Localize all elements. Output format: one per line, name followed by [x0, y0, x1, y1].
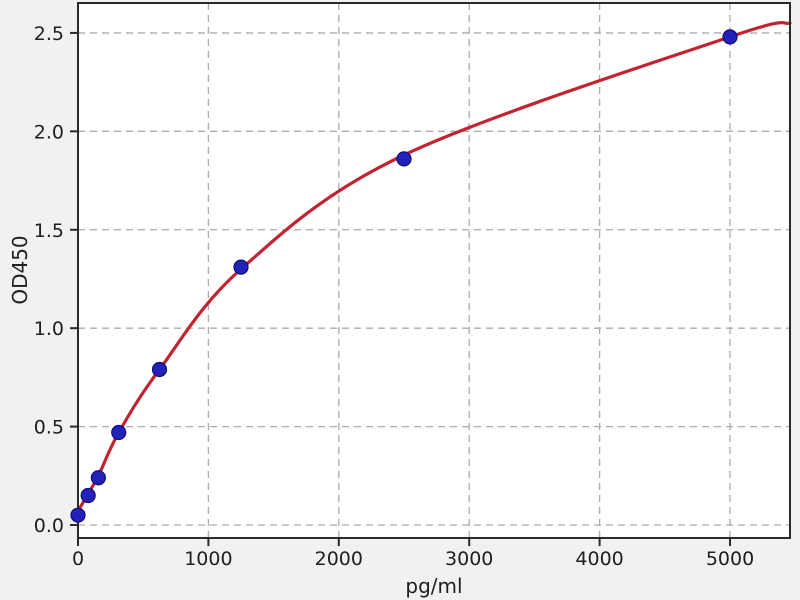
y-tick-label: 0.5 [34, 417, 64, 439]
x-tick-label: 4000 [575, 548, 623, 570]
data-point [233, 259, 249, 275]
y-axis-title: OD450 [8, 235, 32, 305]
y-tick-label: 2.5 [34, 23, 64, 45]
y-tick-label: 1.0 [34, 318, 64, 340]
plot-area [78, 3, 790, 538]
data-point [70, 507, 86, 523]
y-tick-label: 0.0 [34, 515, 64, 537]
data-point [722, 29, 738, 45]
data-point [111, 424, 127, 441]
y-tick-label: 1.5 [34, 220, 64, 242]
data-point [80, 487, 96, 504]
x-axis-title: pg/ml [405, 574, 463, 598]
x-tick-label: 0 [72, 548, 84, 570]
data-point [396, 151, 412, 167]
data-point [151, 361, 168, 378]
x-tick-label: 1000 [184, 548, 232, 570]
x-tick-label: 5000 [706, 548, 754, 570]
x-tick-label: 3000 [445, 548, 493, 570]
data-point [90, 470, 106, 486]
y-tick-label: 2.0 [34, 121, 64, 143]
x-tick-label: 2000 [315, 548, 363, 570]
axes-frame [77, 2, 791, 539]
